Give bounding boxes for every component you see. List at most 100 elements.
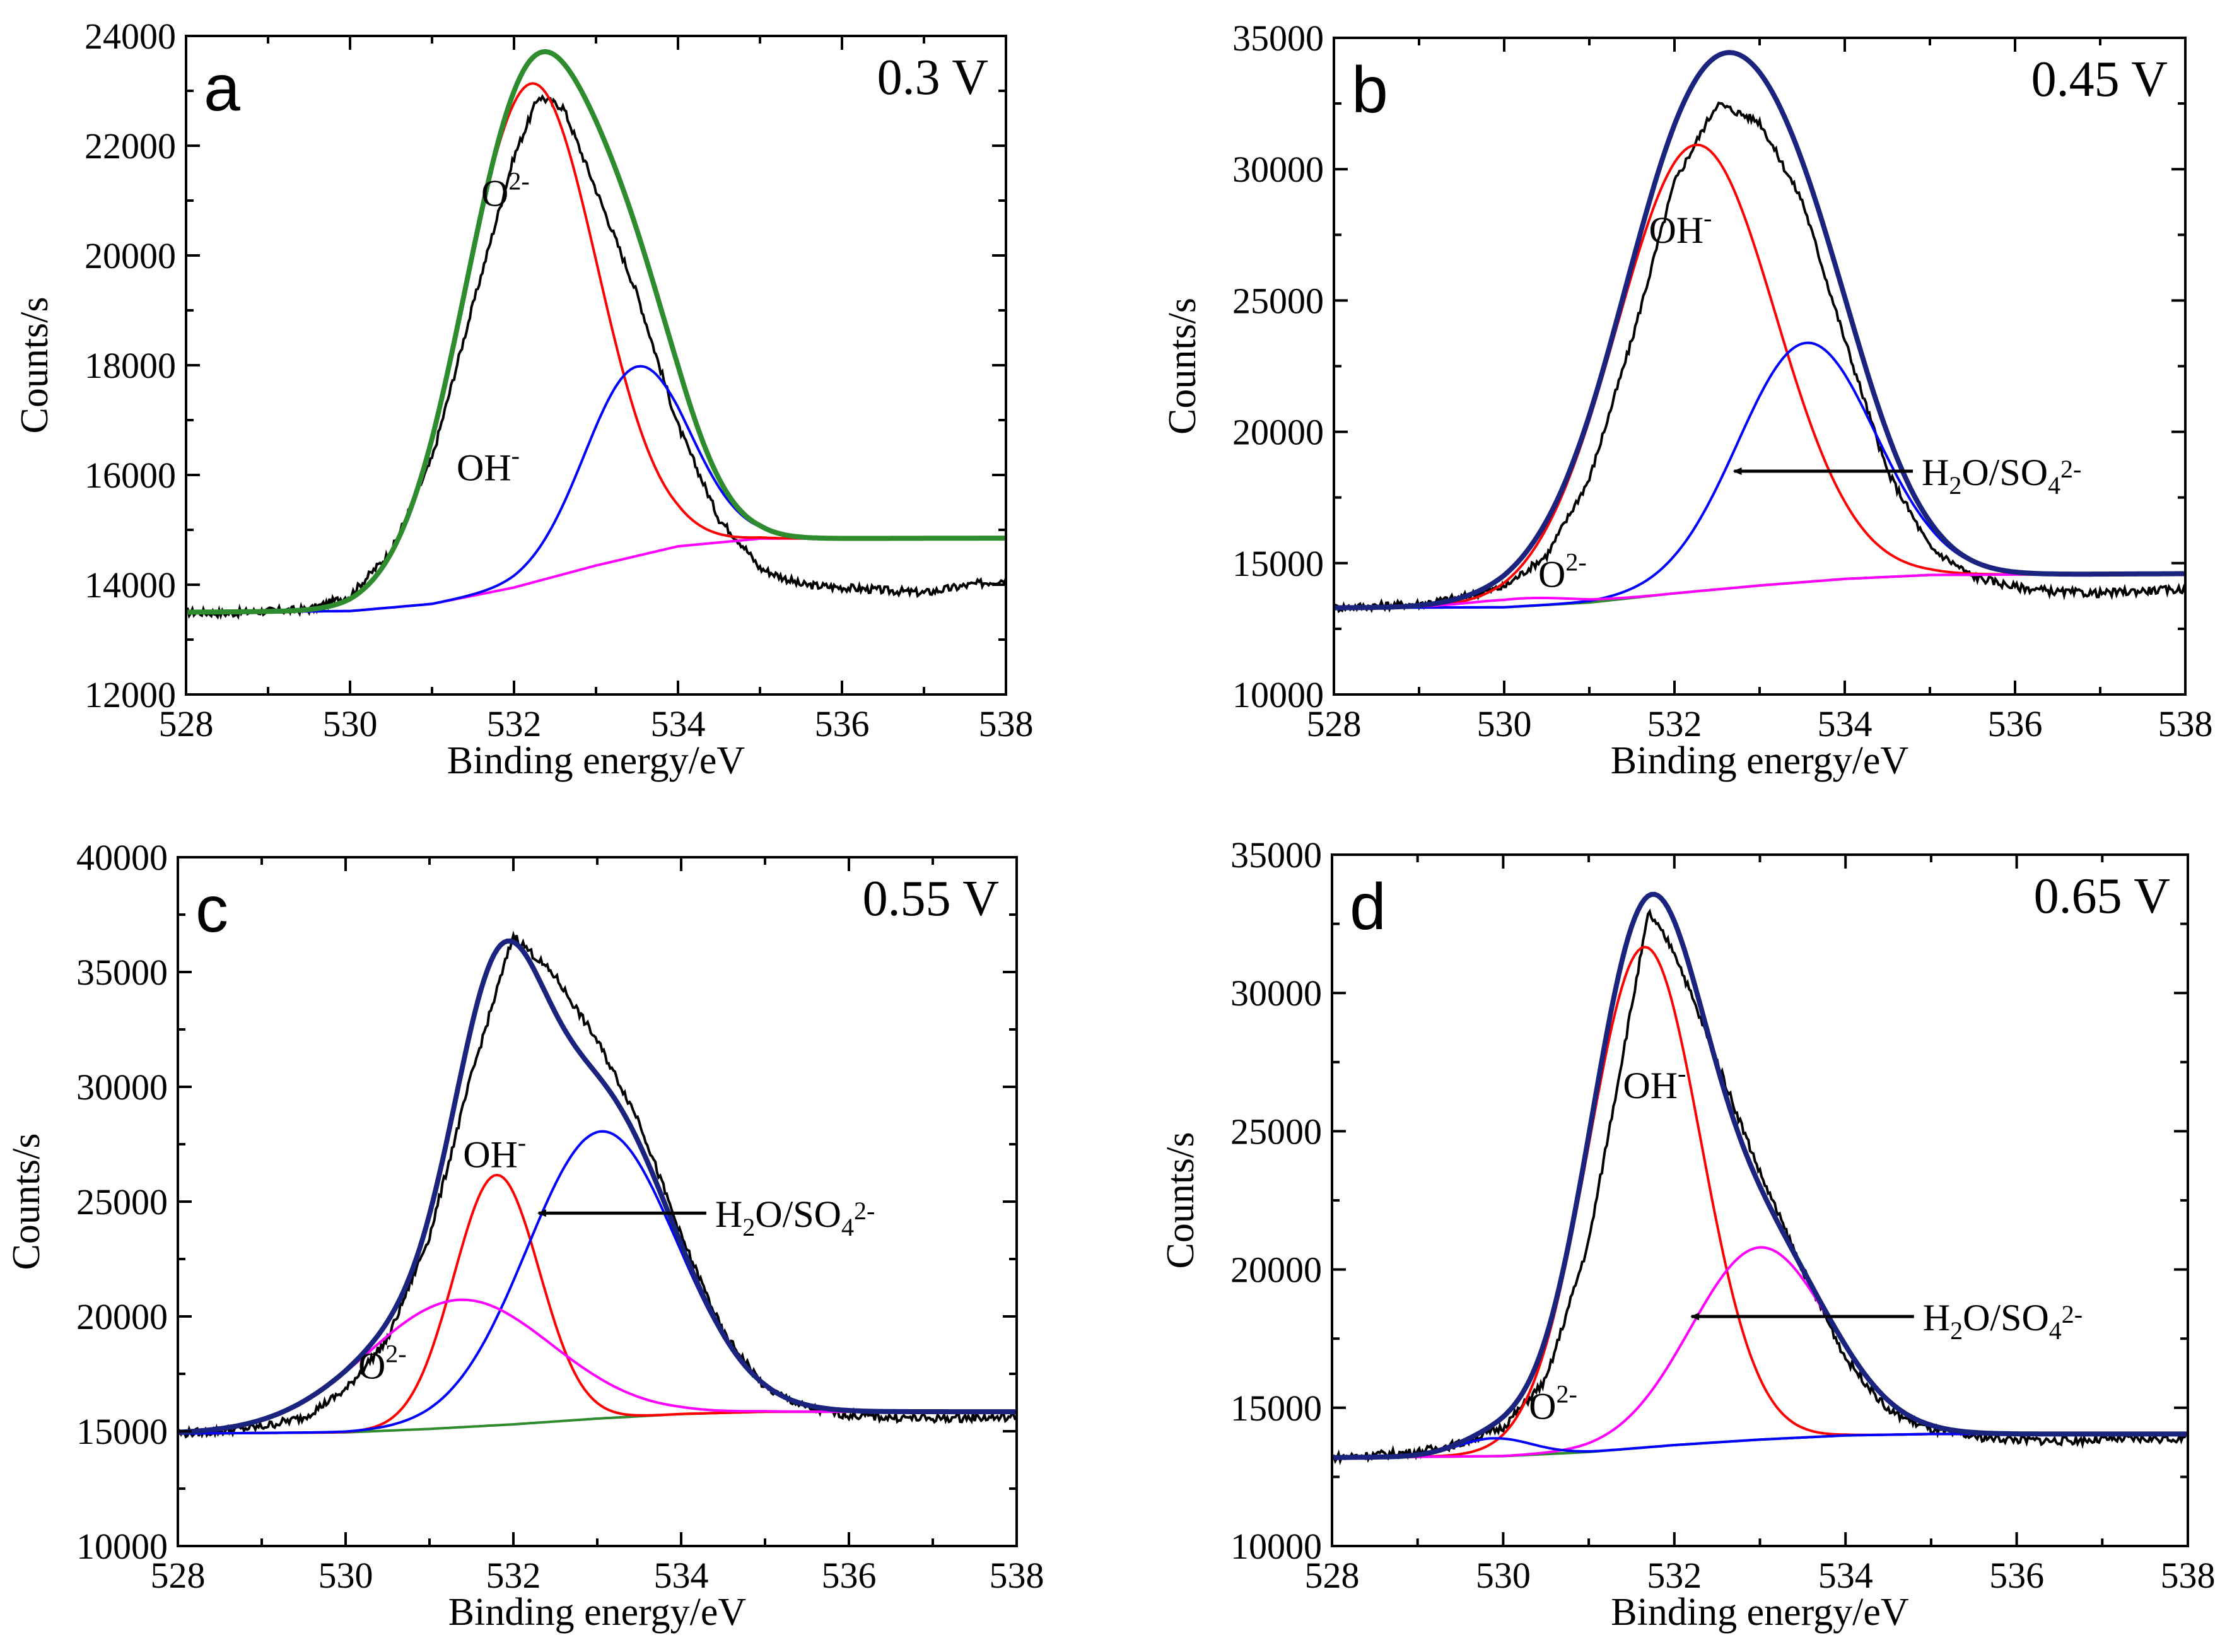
peak-label-part: - bbox=[1703, 204, 1712, 232]
peak-label: OH- bbox=[457, 442, 520, 489]
panel-letter: d bbox=[1350, 870, 1386, 944]
x-axis-title: Binding energy/eV bbox=[447, 739, 745, 782]
peak-label-part: O bbox=[1538, 553, 1565, 595]
arrow-label-part: 4 bbox=[841, 1213, 854, 1241]
plot-area bbox=[178, 930, 1017, 1439]
arrow-label-part: 2 bbox=[742, 1213, 755, 1241]
y-tick-label: 20000 bbox=[85, 235, 176, 276]
arrow-label-part: 2- bbox=[2060, 455, 2081, 483]
x-tick-label: 536 bbox=[815, 703, 870, 744]
y-tick-label: 25000 bbox=[1230, 1111, 1322, 1152]
y-tick-label: 35000 bbox=[1230, 835, 1322, 876]
panel-a: 528 530 532 534 536 538 12000 14000 16000 18000 20… bbox=[13, 16, 1034, 782]
y-tick-label: 15000 bbox=[1232, 543, 1324, 584]
peak-label: O2- bbox=[358, 1339, 407, 1386]
x-tick-label: 534 bbox=[1818, 1555, 1873, 1596]
y-tick-label: 10000 bbox=[76, 1526, 168, 1567]
y-tick-label: 40000 bbox=[76, 837, 168, 878]
panel-c: 528 530 532 534 536 538 10000 15000 20000 25000 30… bbox=[5, 837, 1044, 1634]
fit-envelope-line bbox=[1332, 891, 2188, 1460]
x-tick-label: 532 bbox=[486, 1555, 541, 1596]
y-axis-title: Counts/s bbox=[1161, 298, 1204, 435]
x-tick-label: 534 bbox=[1818, 703, 1873, 744]
arrow-label-part: 2- bbox=[2062, 1300, 2083, 1328]
x-axis-title: Binding energy/eV bbox=[448, 1591, 747, 1634]
peak-label: OH- bbox=[1623, 1059, 1686, 1106]
voltage-label: 0.3 V bbox=[877, 50, 988, 105]
y-tick-label: 22000 bbox=[85, 126, 176, 167]
arrow-label-part: O/SO bbox=[755, 1193, 841, 1235]
peak-label-part: OH bbox=[463, 1134, 518, 1175]
arrow-label-part: 2- bbox=[854, 1197, 875, 1225]
y-axis-title: Counts/s bbox=[1159, 1132, 1202, 1268]
arrow-label: H2O/SO42- bbox=[1923, 1297, 2083, 1345]
peak-label-part: - bbox=[518, 1128, 526, 1156]
y-tick-label: 15000 bbox=[1230, 1388, 1322, 1429]
x-tick-label: 536 bbox=[822, 1555, 877, 1596]
fit-envelope-line bbox=[186, 49, 1006, 615]
peak-label-part: 2- bbox=[1556, 1380, 1577, 1408]
peak-label-part: 2- bbox=[508, 167, 529, 196]
y-tick-label: 30000 bbox=[1230, 973, 1322, 1014]
arrow-label-part: 2 bbox=[1949, 471, 1961, 500]
x-axis-title: Binding energy/eV bbox=[1611, 739, 1909, 782]
panel-letter: a bbox=[204, 52, 240, 125]
fit-envelope-line bbox=[178, 938, 1017, 1435]
x-tick-label: 534 bbox=[654, 1555, 709, 1596]
arrow-label-part: 4 bbox=[2048, 471, 2060, 500]
arrow-label-part: H bbox=[1922, 452, 1949, 493]
y-tick-label: 20000 bbox=[1232, 412, 1324, 453]
x-tick-label: 528 bbox=[1305, 1555, 1360, 1596]
y-tick-label: 10000 bbox=[1230, 1526, 1322, 1567]
plot-frame bbox=[177, 856, 1018, 1547]
arrow-label-part: 4 bbox=[2049, 1316, 2062, 1345]
peak-label: OH- bbox=[463, 1128, 526, 1175]
y-tick-label: 10000 bbox=[1232, 674, 1324, 715]
peak-label-part: OH bbox=[457, 447, 511, 489]
y-tick-label: 20000 bbox=[1230, 1250, 1322, 1291]
y-tick-label: 25000 bbox=[76, 1181, 168, 1222]
plot-area bbox=[186, 49, 1006, 620]
x-tick-label: 532 bbox=[1647, 703, 1702, 744]
component-peak-line-2 bbox=[186, 365, 1006, 614]
peak-label: OH- bbox=[1649, 204, 1712, 251]
raw-spectrum-line bbox=[1334, 101, 2185, 614]
panel-b: 528 530 532 534 536 538 10000 15000 20000 25000 30… bbox=[1161, 18, 2213, 782]
peak-label-part: OH bbox=[1649, 209, 1704, 251]
peak-label-part: OH bbox=[1623, 1065, 1678, 1106]
plot-area bbox=[1332, 891, 2188, 1466]
arrow-label: H2O/SO42- bbox=[1922, 452, 2081, 500]
arrow-label-part: H bbox=[1923, 1297, 1950, 1339]
peak-label: O2- bbox=[481, 167, 530, 214]
raw-spectrum-line bbox=[186, 93, 1006, 620]
plot-frame bbox=[185, 35, 1007, 696]
peak-label-part: 2- bbox=[1565, 548, 1586, 576]
voltage-label: 0.65 V bbox=[2034, 869, 2170, 924]
panel-letter: b bbox=[1352, 54, 1388, 127]
x-tick-label: 536 bbox=[1988, 703, 2043, 744]
x-tick-label: 530 bbox=[323, 703, 378, 744]
component-peak-line-1 bbox=[1332, 946, 2188, 1459]
arrow-label-part: H bbox=[715, 1193, 742, 1235]
y-tick-label: 15000 bbox=[76, 1411, 168, 1452]
y-axis-title: Counts/s bbox=[5, 1133, 48, 1270]
arrow-label-part: O/SO bbox=[1963, 1297, 2049, 1339]
peak-label-part: O bbox=[481, 173, 508, 214]
y-tick-label: 35000 bbox=[1232, 18, 1324, 59]
x-tick-label: 538 bbox=[990, 1555, 1044, 1596]
plot-area bbox=[1334, 50, 2185, 614]
x-tick-label: 538 bbox=[2161, 1555, 2216, 1596]
y-tick-label: 12000 bbox=[85, 674, 176, 715]
x-tick-label: 528 bbox=[159, 703, 214, 744]
x-axis-title: Binding energy/eV bbox=[1611, 1591, 1909, 1634]
voltage-label: 0.55 V bbox=[863, 871, 999, 927]
y-tick-label: 18000 bbox=[85, 345, 176, 386]
component-peak-line-2 bbox=[1332, 1246, 2188, 1459]
raw-spectrum-line bbox=[178, 930, 1017, 1439]
peak-label-part: 2- bbox=[385, 1339, 406, 1368]
y-tick-label: 30000 bbox=[76, 1067, 168, 1108]
component-peak-line-1 bbox=[1334, 143, 2185, 609]
y-tick-label: 35000 bbox=[76, 952, 168, 993]
panel-letter: c bbox=[196, 873, 228, 946]
voltage-label: 0.45 V bbox=[2031, 52, 2168, 107]
